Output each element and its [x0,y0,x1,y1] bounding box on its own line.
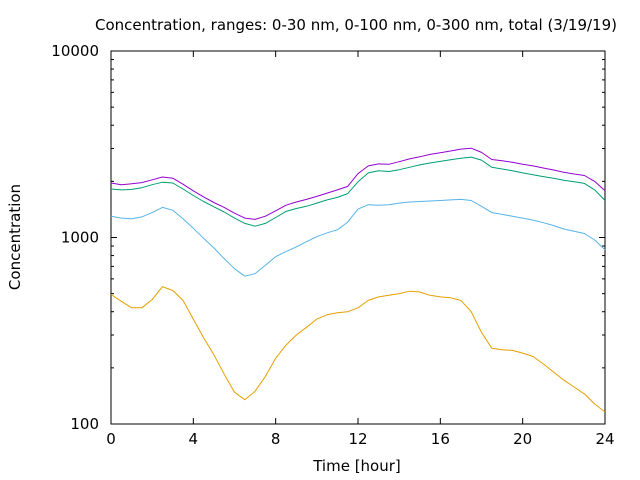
plot-area-frame [110,50,606,425]
chart-title: Concentration, ranges: 0-30 nm, 0-100 nm… [95,16,617,34]
x-tick-label: 0 [106,430,116,448]
x-tick-label: 16 [431,430,450,448]
series-line-1 [110,286,606,413]
series-line-3 [110,156,606,227]
y-tick-label: 100 [70,415,99,433]
series-lines [110,147,606,413]
y-tick-label: 1000 [61,229,99,247]
y-axis-label: Concentration [6,184,24,290]
x-tick-label: 4 [189,430,199,448]
y-tick-label: 10000 [51,42,99,60]
x-axis: 0 4 8 12 16 20 24 [106,51,615,448]
x-tick-label: 20 [513,430,532,448]
x-axis-label: Time [hour] [312,457,401,475]
series-line-4 [110,147,606,220]
series-line-2 [110,198,606,277]
x-tick-label: 8 [271,430,281,448]
x-tick-label: 24 [595,430,614,448]
y-axis: 100 1000 10000 [51,42,605,433]
x-tick-label: 12 [348,430,367,448]
